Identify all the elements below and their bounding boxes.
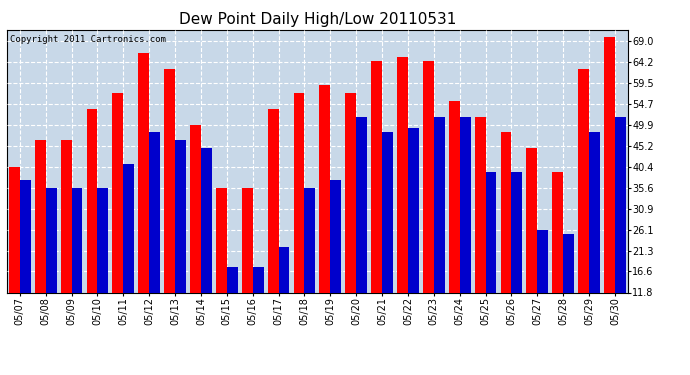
Bar — [201, 148, 212, 292]
Bar — [46, 188, 57, 292]
Bar — [371, 61, 382, 292]
Bar — [460, 117, 471, 292]
Bar — [423, 61, 434, 292]
Bar — [253, 267, 264, 292]
Bar — [124, 164, 135, 292]
Bar — [293, 93, 304, 292]
Text: Copyright 2011 Cartronics.com: Copyright 2011 Cartronics.com — [10, 35, 166, 44]
Bar — [241, 188, 253, 292]
Bar — [552, 172, 563, 292]
Bar — [268, 109, 279, 292]
Bar — [345, 93, 356, 292]
Bar — [87, 109, 97, 292]
Bar — [500, 132, 511, 292]
Bar — [408, 129, 419, 292]
Bar — [20, 180, 30, 292]
Bar — [589, 132, 600, 292]
Bar — [538, 230, 549, 292]
Bar — [97, 188, 108, 292]
Bar — [382, 132, 393, 292]
Bar — [9, 167, 20, 292]
Bar — [448, 101, 460, 292]
Bar — [61, 140, 72, 292]
Bar — [112, 93, 124, 292]
Bar — [164, 69, 175, 292]
Title: Dew Point Daily High/Low 20110531: Dew Point Daily High/Low 20110531 — [179, 12, 456, 27]
Bar — [615, 117, 626, 292]
Bar — [216, 188, 227, 292]
Bar — [526, 148, 538, 292]
Bar — [604, 38, 615, 292]
Bar — [138, 53, 149, 292]
Bar — [149, 132, 160, 292]
Bar — [227, 267, 237, 292]
Bar — [356, 117, 367, 292]
Bar — [578, 69, 589, 292]
Bar — [190, 124, 201, 292]
Bar — [331, 180, 341, 292]
Bar — [563, 234, 574, 292]
Bar — [486, 172, 497, 292]
Bar — [319, 85, 331, 292]
Bar — [511, 172, 522, 292]
Bar — [175, 140, 186, 292]
Bar — [397, 57, 408, 292]
Bar — [475, 117, 486, 292]
Bar — [434, 117, 445, 292]
Bar — [72, 188, 83, 292]
Bar — [34, 140, 46, 292]
Bar — [279, 247, 290, 292]
Bar — [304, 188, 315, 292]
